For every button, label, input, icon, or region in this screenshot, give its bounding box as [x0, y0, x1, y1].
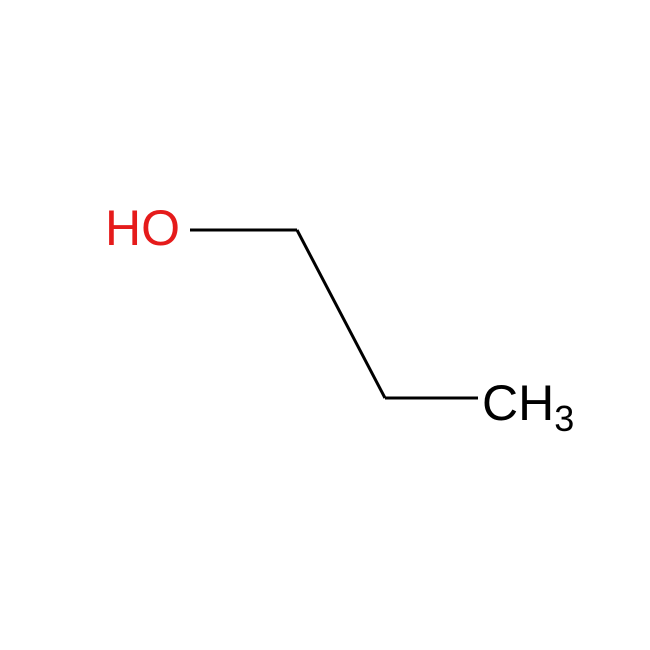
atom-label-oh: HO: [105, 200, 180, 256]
atom-label-ch3-main: CH: [482, 375, 554, 431]
atom-label-ch3: CH3: [482, 375, 574, 439]
bond-c1-c2: [297, 230, 385, 398]
molecule-diagram: HO CH3: [0, 0, 650, 650]
atom-label-ch3-sub: 3: [554, 398, 574, 439]
